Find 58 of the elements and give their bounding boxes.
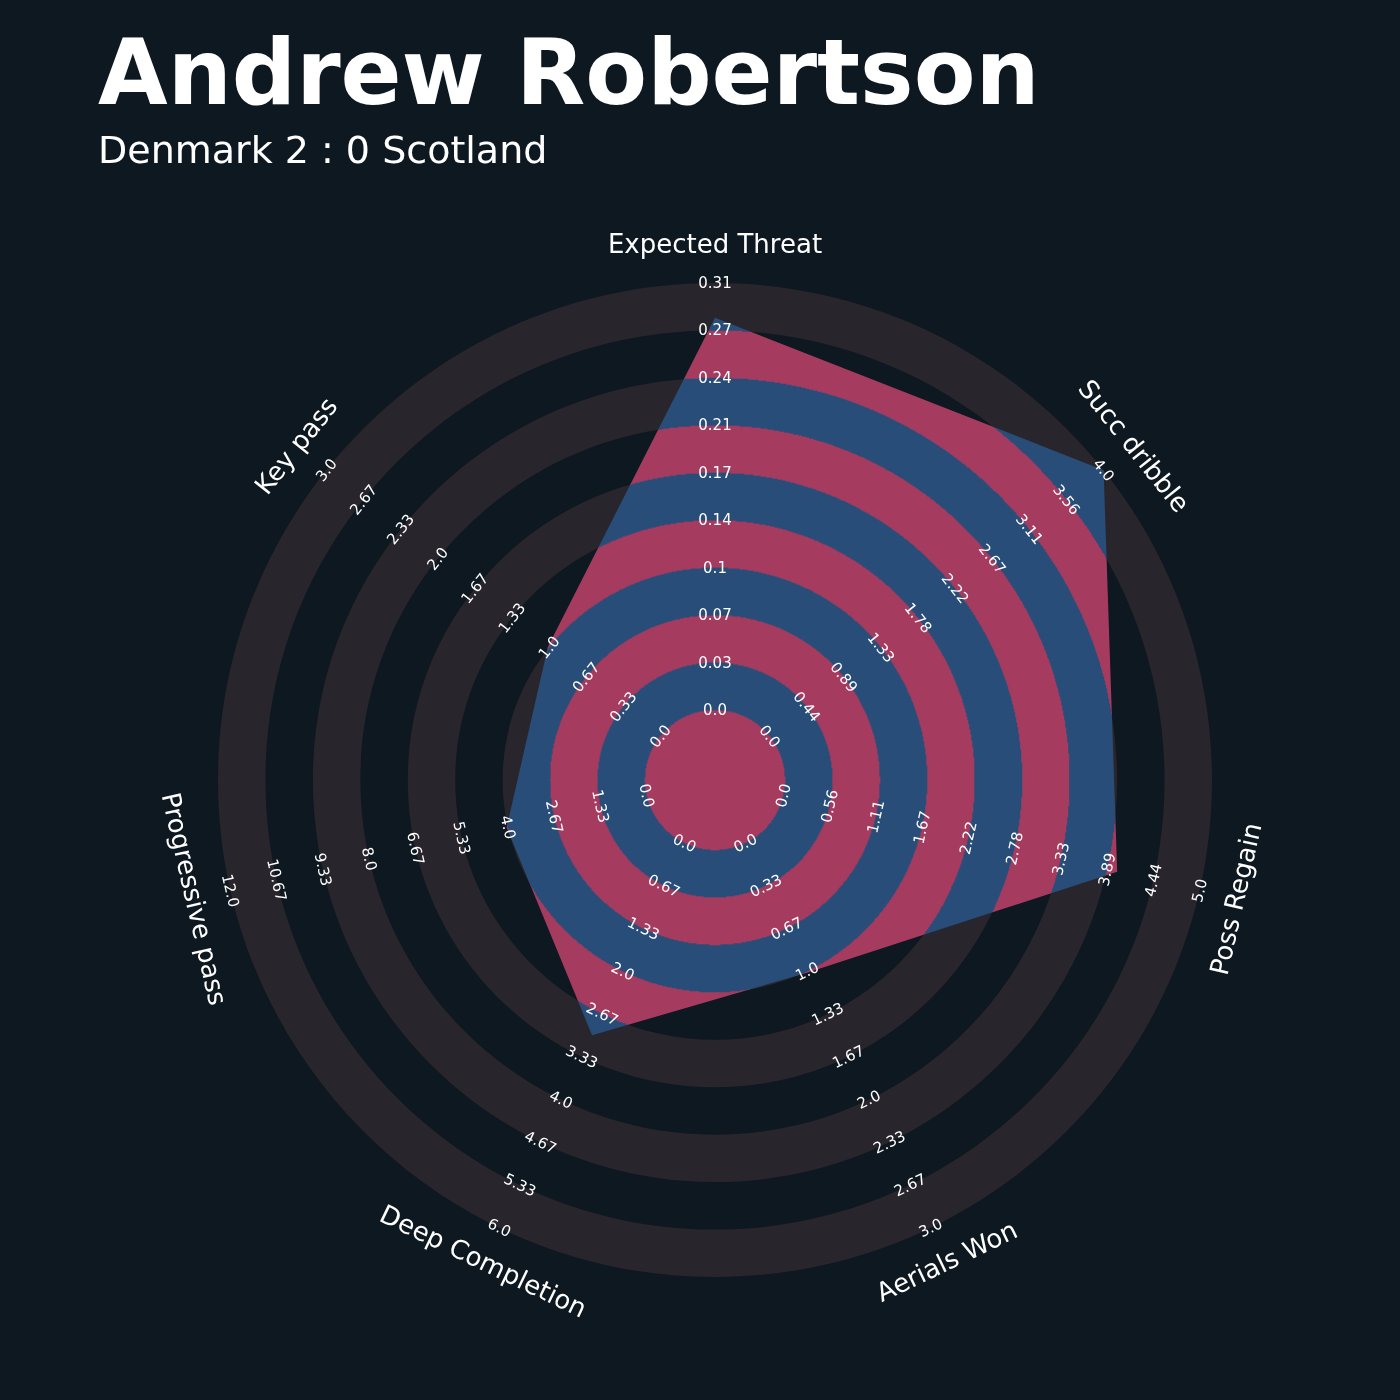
text: 4.67 xyxy=(521,1126,560,1158)
text: 0.33 xyxy=(747,870,785,902)
text: 0.21 xyxy=(698,416,732,435)
text: 0.03 xyxy=(698,653,732,672)
text: 1.67 xyxy=(909,808,935,846)
text: 3.0 xyxy=(311,455,341,486)
text: 0.07 xyxy=(698,606,732,625)
text: 5.33 xyxy=(449,819,475,857)
text: 4.0 xyxy=(496,813,520,841)
text: 1.0 xyxy=(534,632,564,663)
text: 1.33 xyxy=(808,998,847,1030)
text: 0.24 xyxy=(698,368,732,387)
text: 0.56 xyxy=(817,787,842,825)
text: 0.0 xyxy=(669,829,700,857)
chart-subtitle: Denmark 2 : 0 Scotland xyxy=(98,128,548,172)
text: 0.0 xyxy=(703,701,727,719)
text: 3.33 xyxy=(562,1041,601,1073)
text: 2.67 xyxy=(541,798,567,835)
text: 0.67 xyxy=(645,870,683,902)
text: 2.0 xyxy=(854,1086,884,1113)
text: 4.0 xyxy=(1089,455,1119,486)
text: 1.67 xyxy=(829,1041,868,1073)
text: 2.67 xyxy=(583,998,622,1030)
text: 3.33 xyxy=(1048,840,1074,878)
text: 10.67 xyxy=(263,857,291,903)
text: 1.11 xyxy=(863,798,889,835)
text: 2.67 xyxy=(891,1169,930,1201)
text: 2.0 xyxy=(423,543,453,574)
text: 3.89 xyxy=(1094,851,1120,888)
text: 8.0 xyxy=(357,845,381,873)
text: 1.33 xyxy=(588,787,613,825)
text: 0.0 xyxy=(771,781,795,810)
text: 2.33 xyxy=(870,1126,909,1158)
text: 0.0 xyxy=(755,721,785,752)
text: 2.78 xyxy=(1002,830,1028,867)
text: 1.0 xyxy=(792,958,822,985)
text: 1.33 xyxy=(624,913,663,944)
text: 0.17 xyxy=(698,463,732,482)
text: 0.1 xyxy=(703,558,727,577)
text: 0.0 xyxy=(645,721,675,752)
text: 5.0 xyxy=(1188,876,1211,905)
chart-title: Andrew Robertson xyxy=(98,20,1040,125)
text: 6.67 xyxy=(402,830,428,867)
text: 0.67 xyxy=(767,913,806,944)
spoke-label: Expected Threat xyxy=(607,229,823,259)
text: 2.22 xyxy=(955,819,981,857)
text: 0.14 xyxy=(698,511,732,530)
text: 0.0 xyxy=(730,829,761,857)
text: 0.0 xyxy=(635,781,659,810)
text: 3.0 xyxy=(915,1214,946,1242)
text: 4.44 xyxy=(1140,861,1166,899)
text: 4.0 xyxy=(546,1086,576,1113)
text: 6.0 xyxy=(484,1214,515,1242)
text: 2.0 xyxy=(608,958,638,985)
text: 0.31 xyxy=(698,274,732,292)
text: 12.0 xyxy=(217,872,243,909)
text: 5.33 xyxy=(500,1169,539,1201)
text: 9.33 xyxy=(310,851,336,888)
